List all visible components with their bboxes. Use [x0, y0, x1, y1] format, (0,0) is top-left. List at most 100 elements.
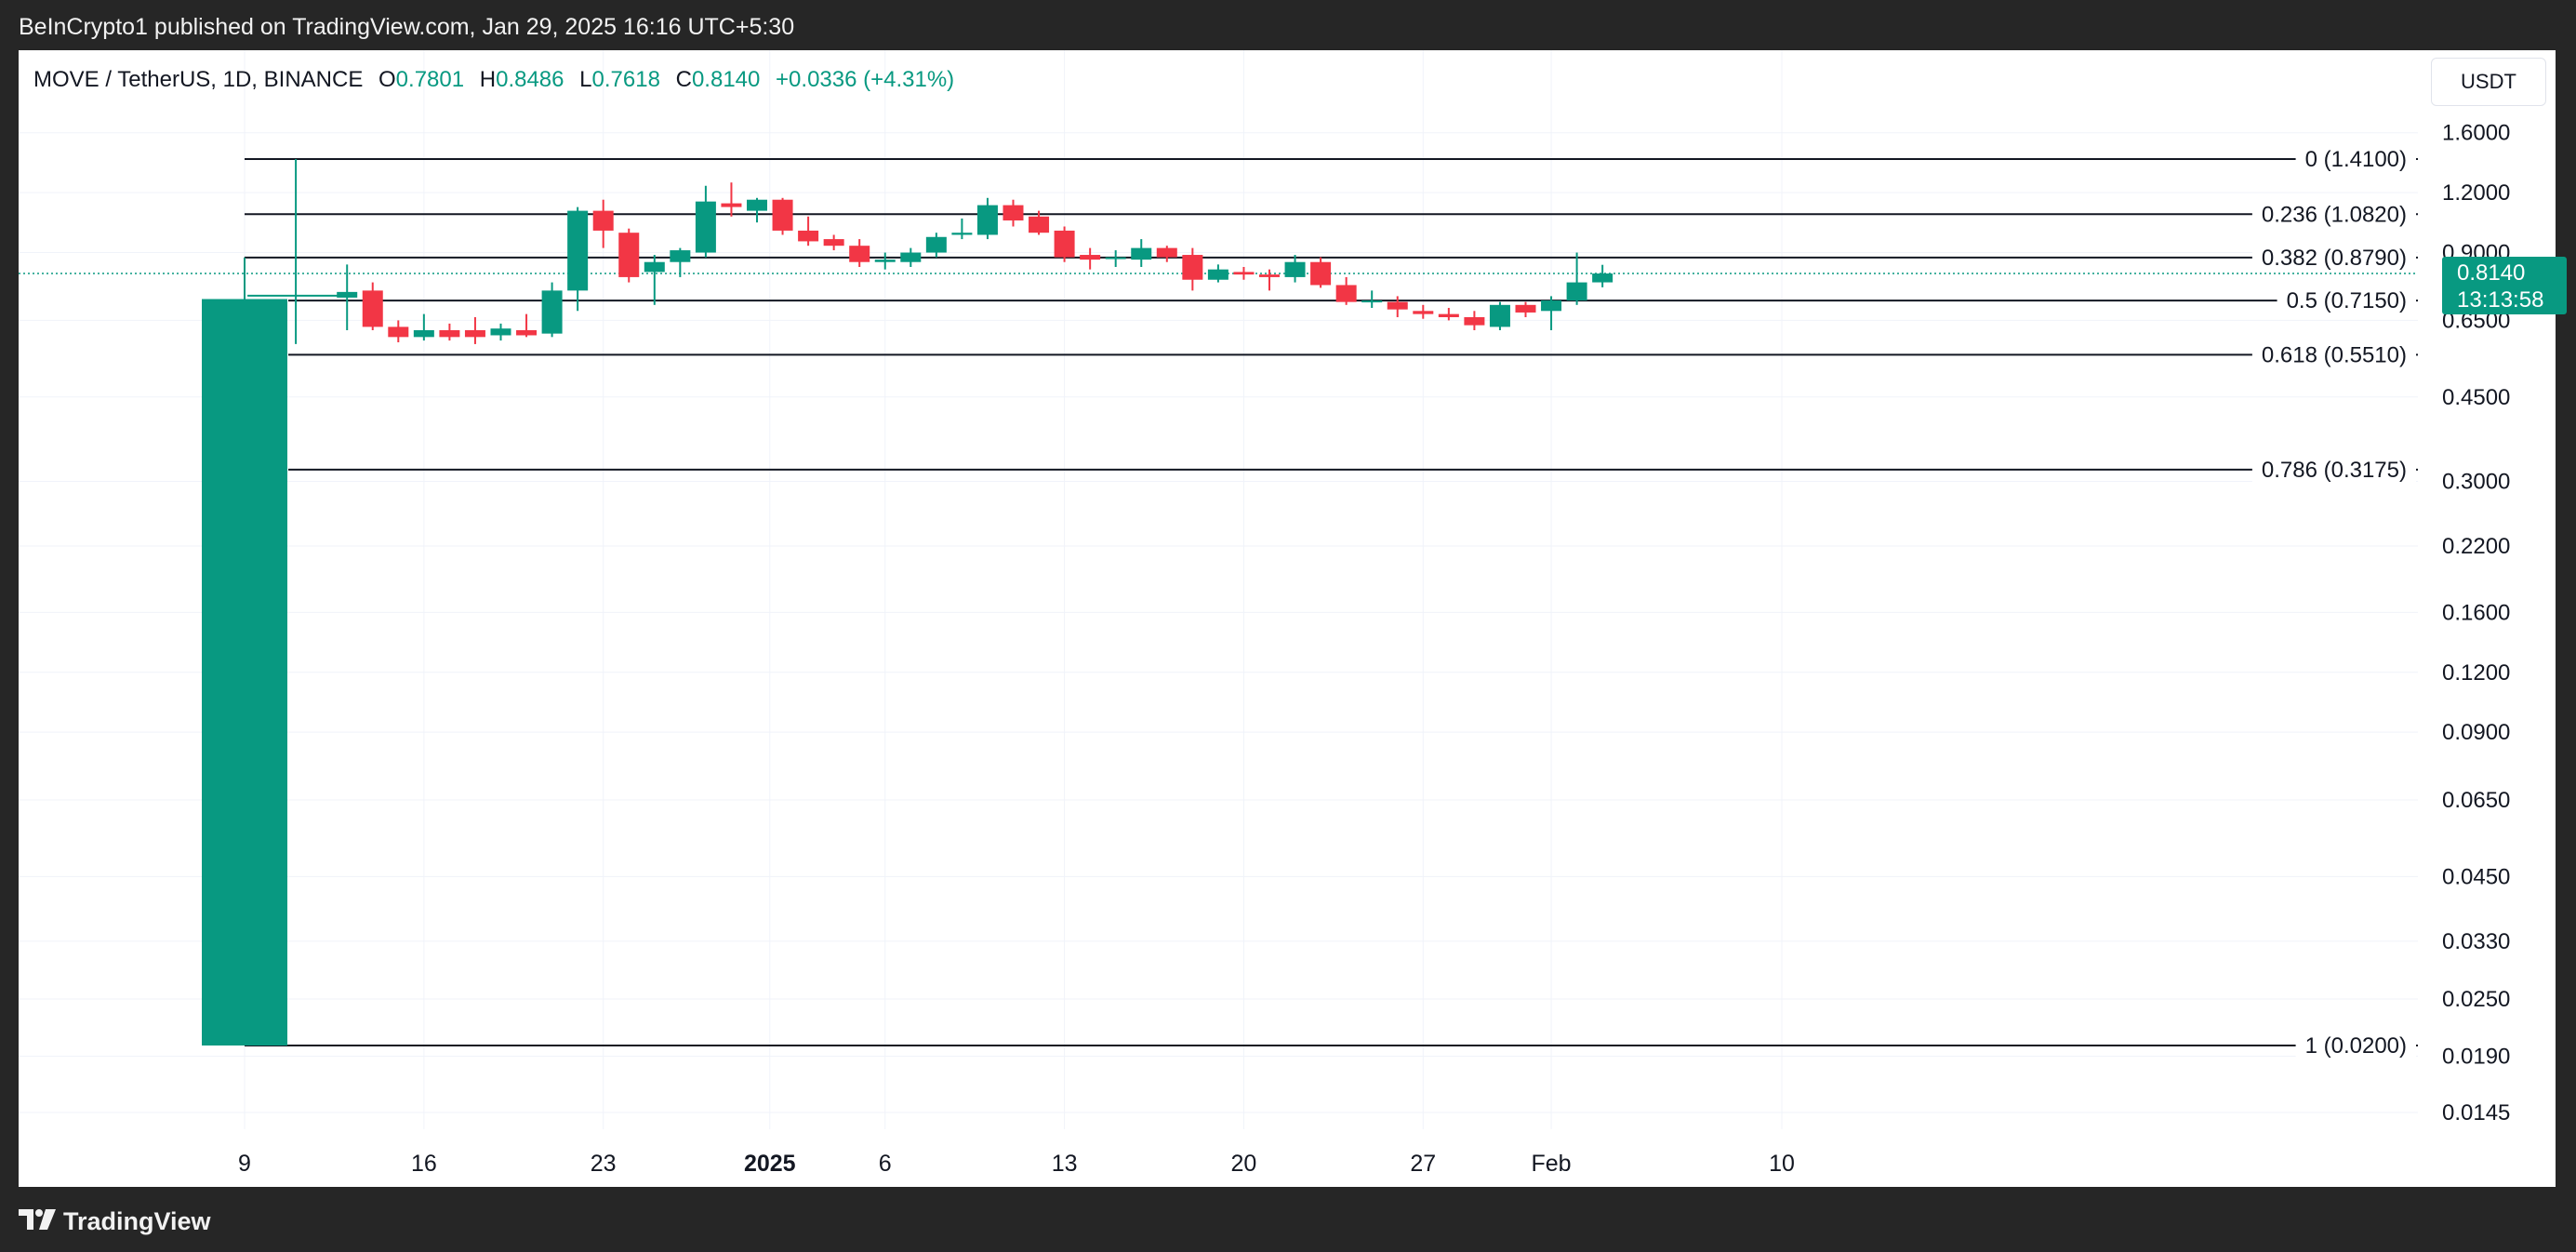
current-price-value: 0.8140 [2457, 260, 2526, 286]
fib-label-background [2295, 1032, 2416, 1060]
candle-body [202, 299, 287, 1046]
close-value: 0.8140 [691, 67, 761, 92]
candle-body [976, 205, 998, 235]
x-axis-tick-label: 23 [591, 1151, 617, 1177]
fib-level-label: 0.618 (0.5510) [2262, 342, 2407, 367]
candle-body [1105, 257, 1126, 260]
tradingview-logo-icon[interactable] [19, 1209, 56, 1230]
candle-body [798, 230, 819, 242]
x-axis-tick-label: Feb [1532, 1151, 1572, 1177]
candle-body [439, 329, 460, 338]
open-value: 0.7801 [395, 67, 465, 92]
candle-body [1156, 247, 1177, 258]
fib-level-label: 1 (0.0200) [2305, 1033, 2407, 1059]
candle-body [541, 290, 563, 334]
y-axis-tick-label: 0.0450 [2442, 864, 2510, 889]
fib-label-background [2295, 145, 2416, 174]
x-axis-tick-label: 20 [1231, 1151, 1257, 1177]
y-axis-tick-label: 0.0900 [2442, 720, 2510, 745]
candle-body [464, 329, 485, 338]
x-axis-tick-label: 9 [238, 1151, 251, 1177]
currency-selector-button[interactable]: USDT [2431, 58, 2546, 106]
candle-body [1541, 300, 1562, 312]
y-axis-tick-label: 0.1600 [2442, 600, 2510, 625]
low-value: 0.7618 [591, 67, 660, 92]
footer-bar: TradingView [0, 1187, 2576, 1252]
close-label: C [675, 67, 692, 92]
candlestick-chart[interactable]: 1.60001.20000.90000.65000.45000.30000.22… [19, 50, 2556, 1187]
candle-body [490, 328, 511, 336]
candle-body [1233, 272, 1255, 275]
y-axis-tick-label: 0.0650 [2442, 788, 2510, 813]
open-label: O [378, 67, 396, 92]
candle-body [413, 329, 434, 338]
fib-level-label: 0.382 (0.8790) [2262, 246, 2407, 271]
candle-body [747, 199, 767, 211]
candle-body [1259, 274, 1280, 277]
x-axis-tick-label: 10 [1769, 1151, 1795, 1177]
candle-body [925, 236, 947, 253]
candle-body [618, 233, 640, 277]
candle-body [644, 261, 665, 273]
candle-body [1310, 261, 1332, 286]
fib-level-label: 0.236 (1.0820) [2262, 202, 2407, 227]
candle-body [1515, 304, 1536, 313]
candle-body [1003, 205, 1024, 221]
price-change: +0.0336 (+4.31%) [776, 67, 955, 92]
candle-body [247, 294, 345, 297]
high-value: 0.8486 [496, 67, 564, 92]
low-label: L [579, 67, 592, 92]
symbol-name[interactable]: MOVE / TetherUS, 1D, BINANCE [33, 67, 364, 92]
y-axis-tick-label: 1.2000 [2442, 180, 2510, 206]
y-axis-tick-label: 0.2200 [2442, 534, 2510, 559]
high-label: H [479, 67, 497, 92]
candle-body [567, 210, 589, 291]
fib-label-background [2277, 286, 2416, 316]
x-axis-tick-label: 16 [411, 1151, 437, 1177]
x-axis-tick-label: 6 [879, 1151, 892, 1177]
fib-label-background [2251, 243, 2416, 273]
x-axis-tick-label: 27 [1410, 1151, 1436, 1177]
current-price-tag: 0.8140 13:13:58 [2442, 257, 2567, 314]
candle-countdown: 13:13:58 [2457, 287, 2544, 313]
candle-body [1054, 230, 1075, 258]
candle-body [721, 203, 742, 207]
candle-body [1387, 301, 1408, 310]
candle-body [1284, 261, 1306, 277]
candle-body [1131, 247, 1152, 260]
published-text: BeInCrypto1 published on TradingView.com… [19, 14, 795, 40]
y-axis-tick-label: 0.1200 [2442, 660, 2510, 686]
y-axis-tick-label: 1.6000 [2442, 121, 2510, 146]
candle-body [900, 252, 922, 262]
candle-body [1207, 269, 1228, 280]
y-axis-tick-label: 0.4500 [2442, 385, 2510, 410]
candle-body [337, 291, 358, 298]
chart-panel[interactable]: 1.6000 1.2000 0.9000 0.6500 0.4500 0.3000 0.22… [19, 50, 2567, 1187]
candle-body [1464, 316, 1485, 326]
candle-body [1566, 282, 1587, 301]
fib-label-background [2251, 200, 2416, 230]
x-axis-tick-label: 13 [1052, 1151, 1078, 1177]
candle-body [1438, 313, 1459, 317]
tradingview-brand[interactable]: TradingView [63, 1207, 211, 1235]
candle-body [849, 246, 870, 262]
y-axis-tick-label: 0.0330 [2442, 929, 2510, 954]
candle-body [592, 210, 614, 231]
candle-body [1029, 216, 1050, 233]
candle-body [388, 326, 409, 338]
x-axis-tick-label: 2025 [744, 1151, 796, 1177]
fib-level-label: 0 (1.4100) [2305, 147, 2407, 172]
y-axis-tick-label: 0.3000 [2442, 470, 2510, 495]
fib-level-label: 0.5 (0.7150) [2287, 288, 2407, 313]
candle-body [1489, 304, 1510, 327]
y-axis-tick-label: 0.0190 [2442, 1044, 2510, 1069]
candle-body [695, 201, 716, 253]
candle-body [951, 233, 973, 235]
candle-body [1080, 255, 1101, 260]
symbol-legend: MOVE / TetherUS, 1D, BINANCE O0.7801 H0.… [33, 67, 954, 93]
published-header: BeInCrypto1 published on TradingView.com… [0, 0, 2576, 50]
fib-level-label: 0.786 (0.3175) [2262, 458, 2407, 483]
fib-label-background [2251, 340, 2416, 370]
candle-body [1361, 300, 1383, 303]
candle-body [516, 329, 538, 336]
